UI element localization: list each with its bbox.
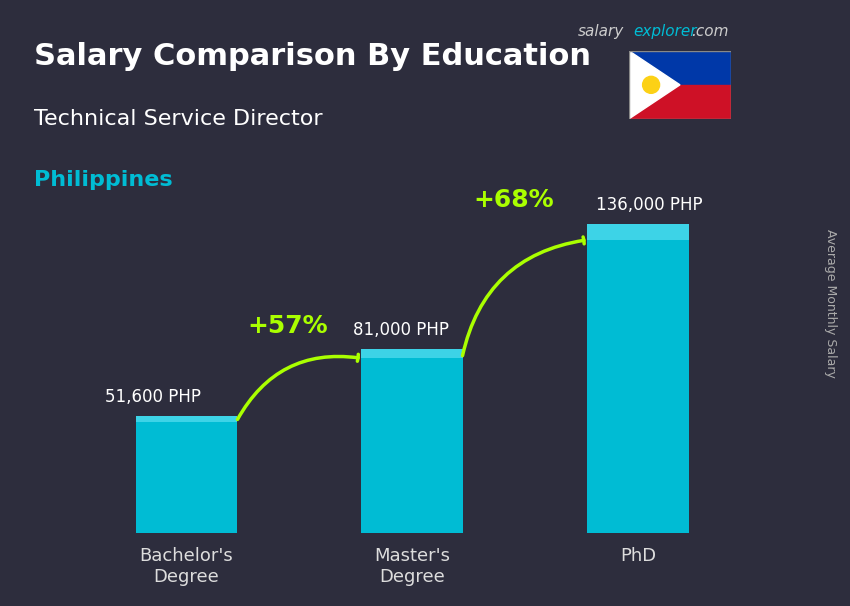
Bar (629, 51, 731, 85)
Text: Salary Comparison By Education: Salary Comparison By Education (34, 42, 591, 72)
Text: .com: .com (691, 24, 728, 39)
Text: salary: salary (578, 24, 624, 39)
Bar (361, 349, 463, 533)
Text: Philippines: Philippines (34, 170, 173, 190)
Bar (629, 85, 731, 119)
Text: 51,600 PHP: 51,600 PHP (105, 388, 201, 406)
Text: Average Monthly Salary: Average Monthly Salary (824, 228, 837, 378)
Text: explorer: explorer (633, 24, 697, 39)
Circle shape (643, 76, 660, 93)
Bar (136, 416, 237, 533)
Text: 136,000 PHP: 136,000 PHP (596, 196, 703, 214)
Bar (361, 349, 463, 358)
Bar (136, 416, 237, 422)
Text: +68%: +68% (473, 188, 554, 211)
Bar (587, 224, 688, 533)
Text: 81,000 PHP: 81,000 PHP (353, 321, 449, 339)
Bar (587, 224, 688, 239)
Text: +57%: +57% (247, 314, 328, 338)
Text: Technical Service Director: Technical Service Director (34, 109, 323, 129)
Polygon shape (629, 51, 680, 119)
